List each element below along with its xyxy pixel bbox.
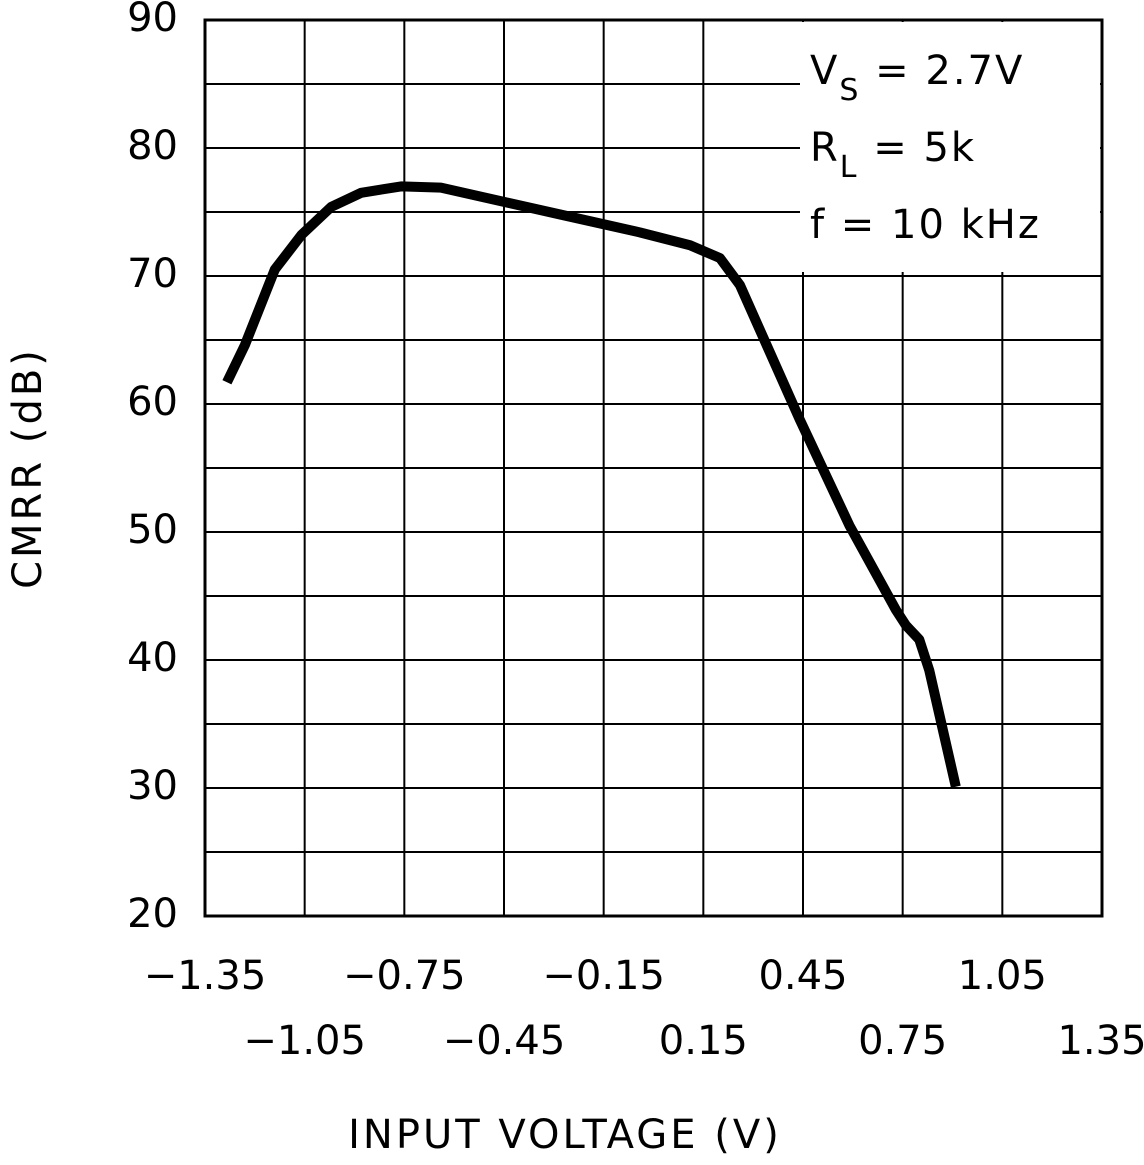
plot-frame <box>203 18 1104 918</box>
annotation: RL = 5k <box>810 125 976 185</box>
annotation-text: = 2.7V <box>860 48 1024 94</box>
y-tick-label: 20 <box>127 891 178 937</box>
annotation: VS = 2.7V <box>810 48 1024 108</box>
y-tick-label: 90 <box>127 0 178 41</box>
x-axis-label: INPUT VOLTAGE (V) <box>348 1112 782 1158</box>
x-tick-label: 0.15 <box>659 1018 748 1064</box>
x-tick-label: −0.75 <box>343 953 466 999</box>
x-tick-label: −0.45 <box>443 1018 566 1064</box>
y-tick-label: 40 <box>127 635 178 681</box>
y-tick-label: 50 <box>127 507 178 553</box>
annotation-text: = 5k <box>859 125 977 171</box>
annotation-subscript: L <box>840 150 859 185</box>
y-axis-label: CMRR (dB) <box>5 347 51 589</box>
x-tick-label: 1.05 <box>958 953 1047 999</box>
x-tick-label: −1.35 <box>144 953 267 999</box>
annotation-text: V <box>810 48 839 94</box>
annotation-box <box>800 22 1100 272</box>
data-line <box>222 181 961 788</box>
x-tick-label: 0.75 <box>858 1018 947 1064</box>
annotation: f = 10 kHz <box>810 202 1041 248</box>
x-tick-label: 1.35 <box>1057 1018 1144 1064</box>
x-tick-label: −1.05 <box>243 1018 366 1064</box>
annotation-text: f = 10 kHz <box>810 202 1041 248</box>
x-tick-label: 0.45 <box>758 953 847 999</box>
x-tick-label: −0.15 <box>542 953 665 999</box>
annotation-text: R <box>810 125 840 171</box>
y-tick-label: 30 <box>127 763 178 809</box>
y-tick-label: 80 <box>127 123 178 169</box>
y-tick-label: 70 <box>127 251 178 297</box>
y-tick-label: 60 <box>127 379 178 425</box>
annotation-subscript: S <box>839 73 860 108</box>
